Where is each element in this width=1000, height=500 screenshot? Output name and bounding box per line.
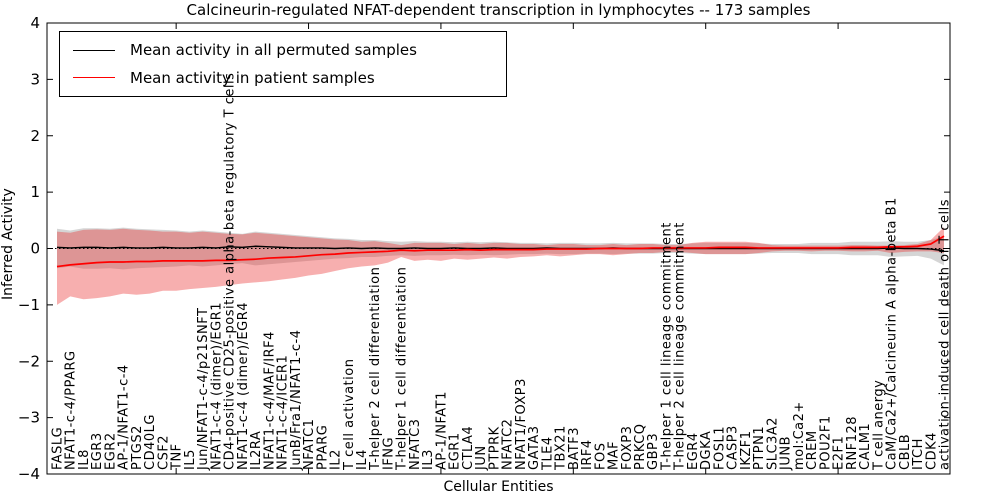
category-label: NFAT1-c-4 (dimer)/EGR4 xyxy=(236,302,251,470)
legend-entry-patient: Mean activity in patient samples xyxy=(73,69,506,87)
category-label: E2F1 xyxy=(832,436,847,470)
patient-line-swatch xyxy=(73,77,115,79)
legend-entry-permuted: Mean activity in all permuted samples xyxy=(73,41,506,59)
category-label: FOSL1 xyxy=(712,426,727,470)
category-label: IRF4 xyxy=(580,439,595,470)
category-label: FOS xyxy=(593,443,608,470)
y-tick-label: 3 xyxy=(30,70,40,88)
category-label: CaM/Ca2+/Calcineurin A alpha-beta B1 xyxy=(885,197,900,470)
category-label: SLC3A2 xyxy=(765,417,780,470)
category-label: AP-1/NFAT1 xyxy=(434,391,449,470)
permuted-line-swatch xyxy=(73,49,115,51)
category-label: CREM xyxy=(805,430,820,470)
category-label: T-helper 2 cell differentiation xyxy=(368,267,383,471)
category-label: T cell activation xyxy=(342,359,357,471)
chart-title: Calcineurin-regulated NFAT-dependent tra… xyxy=(186,1,811,19)
category-label: FOXP3 xyxy=(620,426,635,470)
category-label: EGR4 xyxy=(686,432,701,470)
category-label: CALM1 xyxy=(858,423,873,470)
category-label: GATA3 xyxy=(527,425,542,470)
category-label: GBP3 xyxy=(646,433,661,470)
category-label: IFNG xyxy=(381,437,396,470)
category-label: IL2RA xyxy=(249,431,264,470)
y-tick-label: 0 xyxy=(30,240,40,258)
category-label: IL2 xyxy=(329,449,344,470)
category-label: CASP3 xyxy=(726,425,741,470)
y-tick-label: 1 xyxy=(30,183,40,201)
category-label: TNF xyxy=(170,443,185,471)
y-tick-label: −2 xyxy=(18,352,40,370)
y-tick-label: −3 xyxy=(18,409,40,427)
category-label: FASLG xyxy=(51,427,66,470)
category-label: PRKCQ xyxy=(633,424,648,471)
legend: Mean activity in all permuted samples Me… xyxy=(59,31,507,97)
category-label: mol:Ca2+ xyxy=(792,401,807,470)
patient-std-band xyxy=(57,227,944,305)
category-label: TLE4 xyxy=(540,436,555,471)
patient-mean-line xyxy=(56,235,945,268)
category-label: T-helper 2 cell lineage commitment xyxy=(673,222,688,471)
category-label: ITCH xyxy=(911,438,926,470)
y-tick-label: 2 xyxy=(30,127,40,145)
category-label: IL3 xyxy=(421,449,436,470)
category-label: activation-induced cell death of T cells xyxy=(938,199,953,470)
category-label: POU2F1 xyxy=(818,415,833,470)
category-label: NFATC3 xyxy=(408,419,423,470)
category-label: EGR3 xyxy=(90,432,105,470)
category-label: IL8 xyxy=(77,449,92,470)
category-label: NFAT1-c-4 (dimer)/EGR1 xyxy=(209,302,224,470)
category-label: DGKA xyxy=(699,431,714,470)
category-label: JUNB xyxy=(779,436,794,471)
category-label: CBLB xyxy=(898,434,913,470)
y-axis-label: Inferred Activity xyxy=(0,188,16,300)
y-tick-label: 4 xyxy=(30,14,40,32)
category-label: Jun/NFAT1-c-4/p21SNFT xyxy=(196,308,211,471)
category-label: CD40LG xyxy=(143,414,158,470)
category-label: IL5 xyxy=(183,449,198,470)
category-label: NFAT1-c-4/PPARG xyxy=(64,350,79,470)
category-label: CD4-positive CD25-positive alpha-beta re… xyxy=(223,73,238,470)
category-label: PTPRK xyxy=(487,426,502,470)
category-label: JunB/Fra1/NFAT1-c-4 xyxy=(289,329,304,471)
category-label: PTGS2 xyxy=(130,425,145,470)
category-label: AP-1/NFAT1-c-4 xyxy=(117,364,132,470)
category-label: RNF128 xyxy=(845,416,860,470)
category-label: EGR2 xyxy=(103,432,118,470)
category-label: TBX21 xyxy=(554,425,569,471)
category-label: CDK4 xyxy=(924,432,939,470)
category-label: MAF xyxy=(607,441,622,470)
category-label: IL4 xyxy=(355,449,370,470)
category-label: NFATC2 xyxy=(501,419,516,470)
legend-label-patient: Mean activity in patient samples xyxy=(130,68,375,87)
category-label: T-helper 1 cell differentiation xyxy=(395,267,410,471)
category-label: T cell anergy xyxy=(871,380,886,471)
category-label: EGR1 xyxy=(448,432,463,470)
category-label: JUN xyxy=(474,445,489,471)
permuted-std-band xyxy=(57,227,944,270)
category-label: NFAT1-c-4/MAF/IRF4 xyxy=(262,331,277,470)
category-label: NFAT1/FOXP3 xyxy=(514,378,529,470)
category-label: NFATC1 xyxy=(302,419,317,470)
category-label: PPARG xyxy=(315,425,330,470)
category-label: CTLA4 xyxy=(461,426,476,470)
x-axis-label: Cellular Entities xyxy=(443,479,554,495)
category-label: IKZF1 xyxy=(739,430,754,470)
category-label: PTPN1 xyxy=(752,426,767,470)
legend-label-permuted: Mean activity in all permuted samples xyxy=(130,41,417,60)
category-label: NFAT1-c-4/ICER1 xyxy=(276,355,291,470)
category-label: T-helper 1 cell lineage commitment xyxy=(659,222,674,471)
category-label: CSF2 xyxy=(156,435,171,470)
y-tick-label: −1 xyxy=(18,296,40,314)
y-tick-label: −4 xyxy=(18,465,40,483)
permuted-mean-line xyxy=(56,245,945,252)
category-label: BATF3 xyxy=(567,427,582,470)
